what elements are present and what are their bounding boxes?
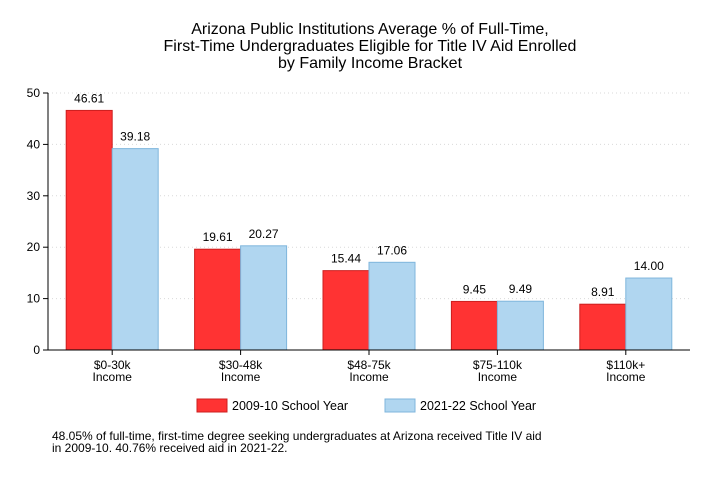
bar-2021-22 <box>240 245 288 351</box>
legend-label: 2021-22 School Year <box>420 399 536 413</box>
bars <box>65 109 673 351</box>
data-label: 46.61 <box>74 91 104 105</box>
y-axis-ticks: 0 10 20 30 40 50 <box>27 86 48 357</box>
x-tick-label: Income <box>93 370 133 384</box>
footnote-line: 48.05% of full-time, first-time degree s… <box>52 429 542 443</box>
bar-2009-10 <box>194 248 242 351</box>
x-tick-label: Income <box>606 370 646 384</box>
x-tick-label: Income <box>478 370 518 384</box>
x-tick-label: $48-75k <box>347 358 391 372</box>
data-label: 17.06 <box>377 243 407 257</box>
footnote: 48.05% of full-time, first-time degree s… <box>52 429 542 455</box>
data-label: 9.49 <box>509 282 533 296</box>
bar-2021-22 <box>496 300 544 351</box>
chart-title: Arizona Public Institutions Average % of… <box>164 21 577 72</box>
bar-2009-10 <box>65 109 113 351</box>
data-label: 9.45 <box>463 282 487 296</box>
chart-title-line: First-Time Undergraduates Eligible for T… <box>164 38 577 55</box>
data-label: 8.91 <box>591 285 615 299</box>
data-labels: 46.61 39.18 19.61 20.27 15.44 17.06 9.45 9.49 8.… <box>74 91 664 299</box>
data-label: 14.00 <box>634 259 664 273</box>
bar-2009-10 <box>322 270 370 351</box>
y-tick-label: 30 <box>27 189 41 203</box>
x-tick-label: Income <box>349 370 389 384</box>
x-tick-label: $75-110k <box>473 358 523 372</box>
data-label: 20.27 <box>249 227 279 241</box>
data-label: 15.44 <box>331 252 361 266</box>
chart-title-line: Arizona Public Institutions Average % of… <box>191 21 549 38</box>
y-tick-label: 10 <box>27 292 41 306</box>
bar-2021-22 <box>368 261 416 351</box>
legend-label: 2009-10 School Year <box>232 399 348 413</box>
y-tick-label: 20 <box>27 240 41 254</box>
legend-swatch <box>384 398 416 413</box>
y-tick-label: 0 <box>33 343 40 357</box>
x-tick-label: Income <box>221 370 261 384</box>
chart-title-line: by Family Income Bracket <box>278 55 463 72</box>
bar-2021-22 <box>625 277 673 351</box>
y-tick-label: 40 <box>27 137 41 151</box>
x-axis-ticks: $0-30kIncome$30-48kIncome$48-75kIncome$7… <box>93 350 646 384</box>
x-tick-label: $30-48k <box>219 358 263 372</box>
legend-swatch <box>196 398 228 413</box>
x-tick-label: $0-30k <box>94 358 132 372</box>
data-label: 39.18 <box>120 130 150 144</box>
legend: 2009-10 School Year 2021-22 School Year <box>196 398 536 413</box>
bar-2009-10 <box>450 300 498 351</box>
y-tick-label: 50 <box>27 86 41 100</box>
data-label: 19.61 <box>203 230 233 244</box>
bar-2021-22 <box>111 148 159 351</box>
bar-2009-10 <box>579 303 627 351</box>
x-tick-label: $110k+ <box>606 358 645 372</box>
footnote-line: in 2009-10. 40.76% received aid in 2021-… <box>52 441 288 455</box>
